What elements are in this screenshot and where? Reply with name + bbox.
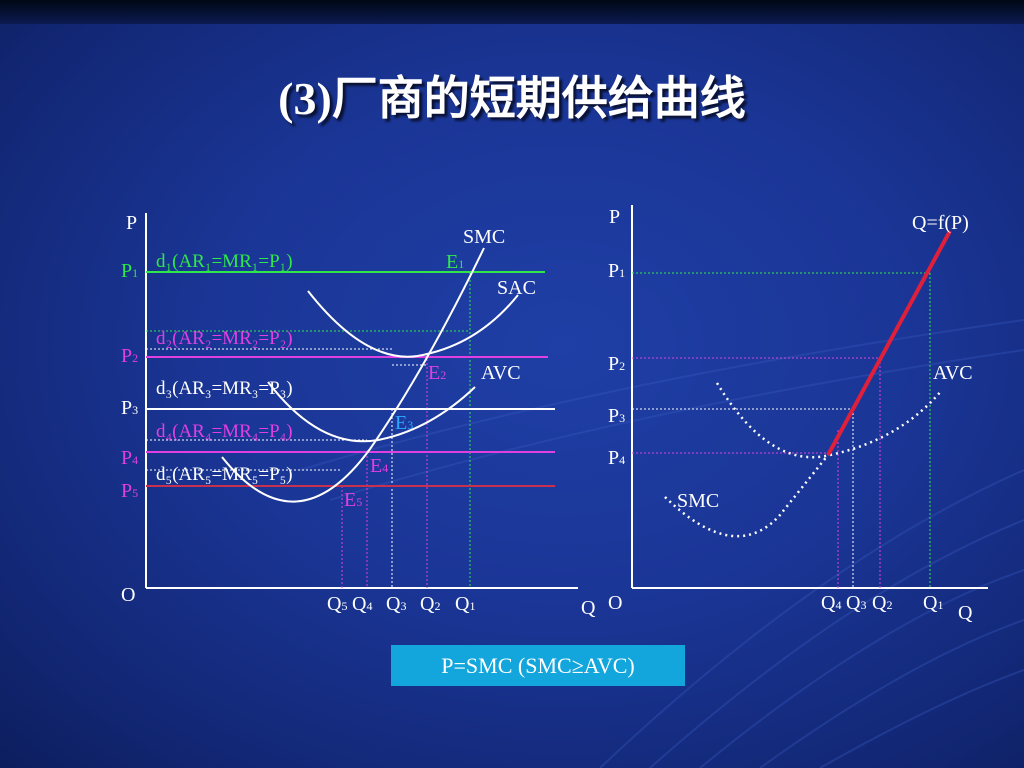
page-title: (3)厂商的短期供给曲线 <box>278 73 746 124</box>
price-label-p1: P1 <box>121 260 138 282</box>
right-guide-lines <box>632 272 930 454</box>
supply-function-label: Q=f(P) <box>912 212 969 234</box>
demand-label-d3: d₃(AR₃=MR₃=P₃) <box>156 378 293 399</box>
demand-label-d1: d₁(AR₁=MR₁=P₁) <box>156 251 293 272</box>
right-avc-label: AVC <box>933 362 973 384</box>
price-label-p2: P2 <box>121 345 138 367</box>
price-label-p4: P4 <box>121 447 138 469</box>
quantity-label-q5: Q5 <box>327 593 347 615</box>
left-avc-curve <box>267 381 476 443</box>
left-origin-label: O <box>121 584 135 606</box>
demand-label-d4: d₄(AR₄=MR₄=P₄) <box>156 421 293 442</box>
right-panel: P Q O Q=f(P) P1 P2 P3 P4 AVC SMC Q4 Q3 Q… <box>608 205 988 624</box>
demand-label-d2: d₂(AR₂=MR₂=P₂) <box>156 328 293 349</box>
left-panel: P Q O P1 P2 P3 P4 P5 d₁(AR₁=MR₁=P₁) d₂(A… <box>121 212 596 619</box>
left-drop-lines <box>341 272 471 588</box>
left-smc-curve <box>221 247 485 503</box>
equilibrium-label-e4: E4 <box>370 455 388 477</box>
left-avc-label: AVC <box>481 362 521 384</box>
left-axis-p-label: P <box>126 212 137 234</box>
right-avc-curve <box>715 382 943 459</box>
right-quantity-label-q3: Q3 <box>846 592 866 614</box>
quantity-label-q4: Q4 <box>352 593 372 615</box>
right-smc-curve <box>664 454 829 538</box>
quantity-label-q3: Q3 <box>386 593 406 615</box>
formula-box: P=SMC (SMC≥AVC) <box>391 645 685 686</box>
right-drop-lines <box>837 273 931 588</box>
right-smc-label: SMC <box>677 490 719 512</box>
price-label-p3: P3 <box>121 397 138 419</box>
price-label-p5: P5 <box>121 480 138 502</box>
equilibrium-label-e2: E2 <box>428 362 446 384</box>
equilibrium-label-e1: E1 <box>446 251 464 273</box>
left-smc-label: SMC <box>463 226 505 248</box>
right-price-label-p1: P1 <box>608 260 625 282</box>
demand-label-d5: d₅(AR₅=MR₅=P₅) <box>156 464 293 485</box>
short-run-supply-curve <box>826 230 952 456</box>
equilibrium-label-e3: E3 <box>395 412 413 434</box>
left-axis-q-label: Q <box>581 597 596 619</box>
right-origin-label: O <box>608 592 622 614</box>
right-axis-p-label: P <box>609 206 620 228</box>
right-axis-q-label: Q <box>958 602 973 624</box>
left-sac-label: SAC <box>497 277 536 299</box>
top-band <box>0 0 1024 24</box>
right-quantity-label-q1: Q1 <box>923 592 943 614</box>
quantity-label-q1: Q1 <box>455 593 475 615</box>
right-quantity-label-q2: Q2 <box>872 592 892 614</box>
right-price-label-p4: P4 <box>608 447 625 469</box>
equilibrium-label-e5: E5 <box>344 489 362 511</box>
right-quantity-label-q4: Q4 <box>821 592 841 614</box>
right-price-label-p2: P2 <box>608 353 625 375</box>
left-sac-curve <box>307 290 519 358</box>
right-price-label-p3: P3 <box>608 405 625 427</box>
left-guide-lines <box>146 330 470 471</box>
quantity-label-q2: Q2 <box>420 593 440 615</box>
